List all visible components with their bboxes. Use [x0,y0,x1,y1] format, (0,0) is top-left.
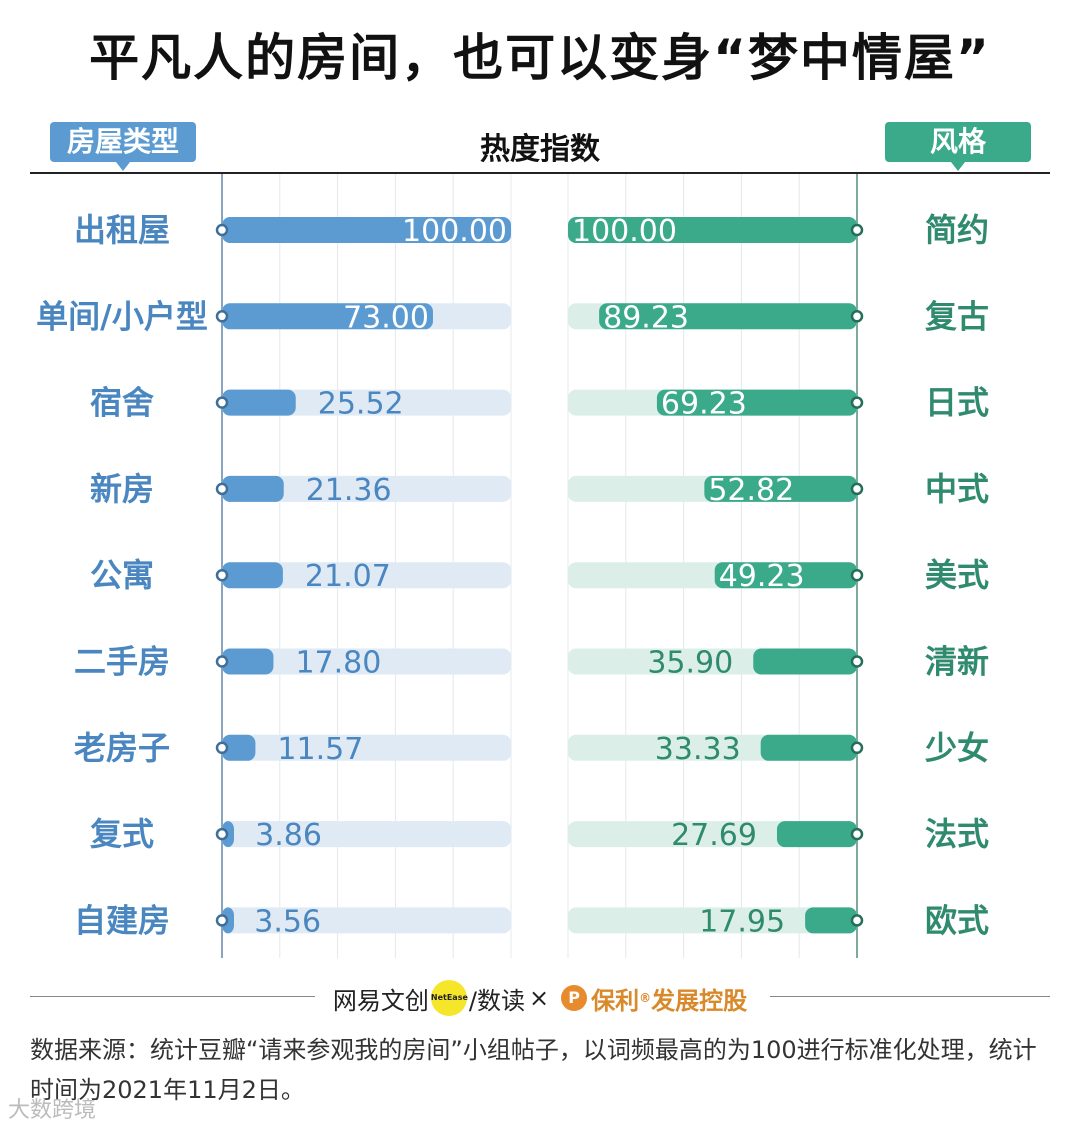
poly-logo-icon: P [561,985,588,1011]
left-bar [222,734,256,761]
left-category-label: 新房 [90,470,154,508]
netease-badge: NetEase [430,980,468,1016]
right-category-label: 欧式 [925,901,989,939]
left-category-label: 宿舍 [90,384,154,422]
netease-brand: 网易文创 [332,986,429,1015]
left-bar-dot [215,310,229,323]
right-bar-dot [850,655,864,668]
left-value-label: 25.52 [318,387,404,422]
right-bar-dot [850,482,864,496]
right-bar-dot [850,568,864,582]
right-bar-dot [850,914,864,927]
right-bar [656,389,857,416]
right-value-label: 33.33 [655,732,741,767]
right-value-label: 49.23 [719,559,805,594]
left-value-label: 21.36 [306,473,392,508]
right-bar [805,907,857,934]
right-bar [599,303,857,330]
right-bar-dot [850,741,864,755]
left-category-label: 复式 [90,815,154,853]
left-value-label: 100.00 [402,214,507,249]
left-bar [222,217,511,243]
left-bar-track [222,734,511,761]
left-category-label: 二手房 [74,643,170,681]
left-value-label: 11.57 [277,732,363,767]
right-value-label: 35.90 [647,646,733,681]
left-bar-dot [215,568,229,582]
left-bar-track [222,562,511,589]
left-bar [222,389,296,416]
left-value-label: 3.56 [254,904,321,939]
right-value-label: 52.82 [708,473,794,508]
right-value-label: 89.23 [603,300,689,335]
right-bar [714,562,857,589]
left-bar-dot [215,396,229,409]
right-value-label: 27.69 [671,818,757,853]
left-bar-dot [215,655,229,668]
poly-brand: 保利 [591,986,640,1015]
left-bar-dot [215,482,229,496]
left-bar-track [222,648,511,675]
left-value-label: 17.80 [295,646,381,681]
left-bar-track [222,907,511,934]
right-bar [753,648,857,675]
right-category-label: 少女 [925,729,989,767]
right-bar-track [568,907,857,934]
shudu-brand: /数读 [468,986,525,1015]
left-value-label: 73.00 [343,300,429,335]
left-bar-track [222,475,511,502]
bar-chart: 出租屋 100.00 单间/小户型 73.00 宿舍 25.52 新房 21.36 公寓 21.0… [36,174,989,958]
right-value-label: 100.00 [572,214,677,249]
footer-line-left [30,996,315,997]
times-sign: × [528,984,550,1012]
right-bar [760,734,857,761]
footer-logos: 网易文创 NetEase /数读 × P 保利 ® 发展控股 [300,978,780,1018]
right-bar [704,475,857,502]
right-category-label: 美式 [925,556,989,594]
left-bar-dot [215,223,229,237]
style-tag: 风格 [885,122,1031,171]
watermark: 大数跨境 [8,1098,97,1123]
right-bar-dot [850,310,864,323]
left-bar-track [222,821,511,848]
right-bar-dot [850,827,864,841]
left-category-label: 自建房 [74,901,170,939]
house-type-tag: 房屋类型 [50,122,196,171]
left-value-label: 21.07 [305,559,391,594]
left-bar [222,648,274,675]
right-value-label: 69.23 [661,387,747,422]
chart-title: 平凡人的房间，也可以变身“梦中情屋” [89,29,991,87]
poly-brand-suffix: 发展控股 [651,986,748,1015]
left-category-label: 老房子 [74,729,170,767]
data-source-note: 数据来源：统计豆瓣“请来参观我的房间”小组帖子，以词频最高的为100进行标准化处… [30,1036,1037,1104]
left-bar-dot [215,741,229,755]
registered-mark: ® [639,991,652,1005]
heat-index-header: 热度指数 [480,132,600,167]
left-bar [222,562,283,589]
left-category-label: 公寓 [90,556,154,594]
right-value-label: 17.95 [699,904,785,939]
right-bar [568,217,857,243]
right-category-label: 日式 [925,384,989,422]
right-bar-dot [850,223,864,237]
left-category-label: 单间/小户型 [36,297,208,335]
left-bar [222,303,433,330]
left-bar-dot [215,914,229,927]
left-category-label: 出租屋 [74,211,170,249]
right-category-label: 简约 [925,211,989,249]
right-bar [776,821,857,848]
left-bar-dot [215,827,229,841]
footer-line-right [770,996,1050,997]
right-category-label: 清新 [925,643,989,681]
right-category-label: 复古 [925,297,989,335]
right-category-label: 中式 [925,470,989,508]
left-value-label: 3.86 [255,818,322,853]
header-rule [30,172,1050,174]
right-category-label: 法式 [925,815,989,853]
left-bar [222,475,284,502]
right-bar-dot [850,396,864,409]
